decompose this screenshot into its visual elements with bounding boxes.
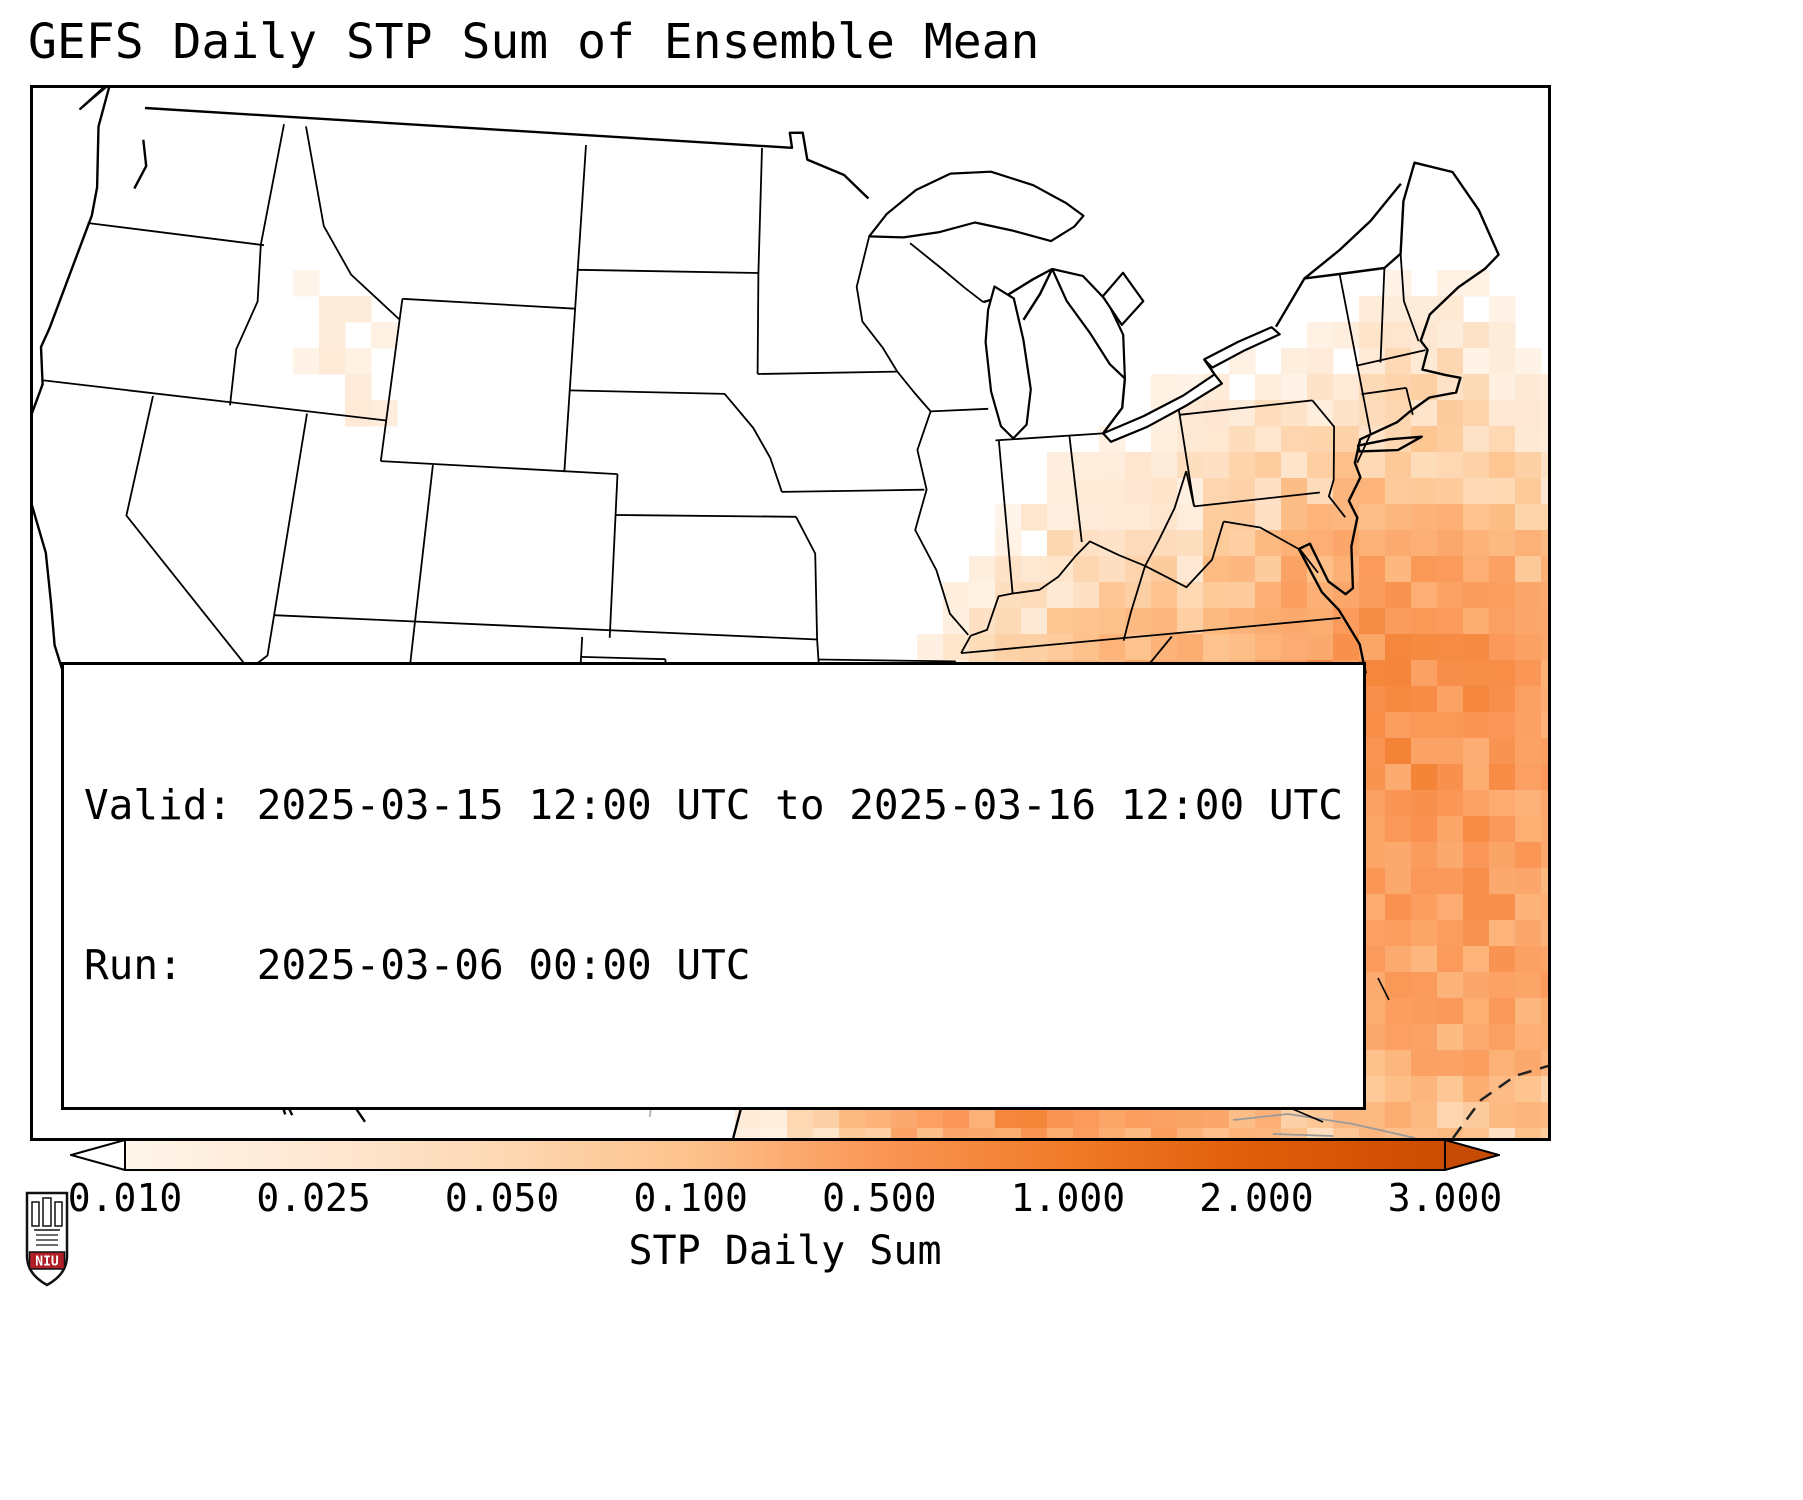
colorbar-gradient-bar	[124, 1139, 1446, 1171]
valid-run-info-box: Valid: 2025-03-15 12:00 UTC to 2025-03-1…	[61, 661, 1366, 1110]
colorbar-axis-label: STP Daily Sum	[628, 1228, 942, 1274]
valid-time-text: Valid: 2025-03-15 12:00 UTC to 2025-03-1…	[84, 781, 1343, 830]
colorbar-over-arrow	[1444, 1138, 1503, 1172]
tick-label: 1.000	[1010, 1176, 1126, 1220]
niu-text: NIU	[35, 1255, 59, 1270]
tick-label: 0.050	[444, 1176, 560, 1220]
great-lakes	[869, 172, 1279, 442]
tick-label: 0.010	[67, 1176, 183, 1220]
niu-logo: NIU	[24, 1190, 70, 1292]
tick-label: 0.500	[822, 1176, 937, 1220]
map-canvas: Valid: 2025-03-15 12:00 UTC to 2025-03-1…	[30, 85, 1551, 1141]
dashed-boundary-line	[1453, 1066, 1548, 1138]
colorbar-under-arrow	[67, 1138, 126, 1172]
colorbar	[67, 1138, 1503, 1172]
chart-title: GEFS Daily STP Sum of Ensemble Mean	[28, 14, 1040, 70]
tick-label: 0.100	[633, 1176, 748, 1220]
tick-label: 3.000	[1387, 1176, 1503, 1220]
tick-label: 2.000	[1199, 1176, 1314, 1220]
colorbar-tick-labels: 0.010 0.025 0.050 0.100 0.500 1.000 2.00…	[67, 1176, 1503, 1224]
tick-label: 0.025	[256, 1176, 371, 1220]
niu-banner	[28, 1251, 66, 1270]
run-time-text: Run: 2025-03-06 00:00 UTC	[84, 941, 751, 990]
